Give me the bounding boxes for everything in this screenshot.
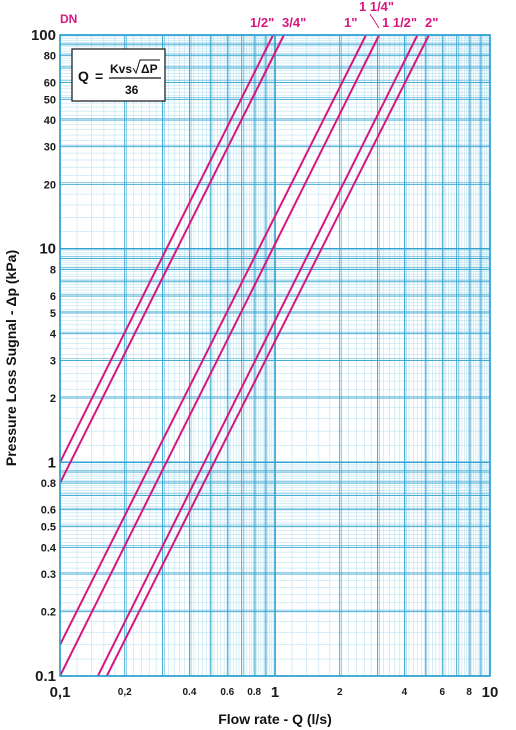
y-tick-label: 4 [50, 329, 57, 341]
x-tick-label: 10 [482, 684, 499, 701]
formula-lhs: Q [78, 68, 89, 84]
series-label-one-quarter-inch: 1 1/4" [359, 0, 394, 14]
dn-label: DN [60, 12, 77, 26]
y-tick-labels: 100 80 60 50 40 30 20 10 8 6 5 4 3 2 1 0.8 0.6 0.5 0.4 0.3 0… [31, 27, 57, 685]
formula-frame [71, 48, 166, 102]
y-tick-label: 50 [44, 94, 56, 106]
y-tick-label: 0.3 [41, 569, 56, 581]
series-line-2 [59, 34, 367, 646]
series-line-4 [96, 34, 419, 677]
y-tick-label: 20 [44, 179, 56, 191]
y-tick-label: 0.2 [41, 607, 56, 619]
y-tick-label: 0.8 [41, 478, 56, 490]
x-tick-label: 0.6 [220, 687, 234, 698]
y-axis-title: Pressure Loss Sugnal - Δp (kPa) [3, 250, 19, 466]
y-tick-label: 80 [44, 51, 56, 63]
y-tick-label: 0.5 [41, 522, 56, 534]
series-label-two-inch: 2" [425, 15, 438, 30]
y-tick-label: 0.4 [41, 542, 57, 554]
y-tick-label: 2 [50, 393, 56, 405]
series-lines [59, 34, 430, 677]
series-label-half-inch: 1/2" [250, 15, 274, 30]
series-label-one-half-inch: 1 1/2" [382, 15, 417, 30]
x-tick-label: 2 [337, 687, 343, 698]
x-tick-labels: 0,1 0,2 0.4 0.6 0.8 1 2 4 6 8 10 [50, 684, 499, 701]
x-tick-label: 0.4 [182, 687, 196, 698]
y-tick-label: 6 [50, 291, 56, 303]
series-line-0 [59, 34, 275, 463]
series-line-3 [59, 34, 381, 677]
square-root-icon [132, 59, 160, 75]
formula-radicand: ΔP [141, 62, 158, 76]
x-tick-label: 0.8 [247, 687, 261, 698]
y-tick-label: 1 [48, 454, 56, 471]
y-tick-label: 5 [50, 308, 56, 320]
formula-numerator: Kvs [110, 62, 132, 76]
y-tick-label: 30 [44, 142, 56, 154]
y-tick-label: 0.1 [35, 668, 56, 685]
x-tick-label: 0,1 [50, 684, 71, 701]
series-line-5 [105, 34, 430, 677]
y-tick-label: 0.6 [41, 505, 56, 517]
y-tick-label: 10 [39, 241, 56, 258]
y-tick-label: 8 [50, 264, 56, 276]
formula-equals: = [95, 68, 103, 84]
y-tick-label: 3 [50, 355, 56, 367]
series-label-leader [369, 13, 380, 29]
y-tick-label: 60 [44, 77, 56, 89]
y-tick-label: 40 [44, 115, 56, 127]
series-line-1 [59, 34, 285, 484]
series-label-one-inch: 1" [344, 15, 357, 30]
formula-box: Q = Kvs ΔP 36 [71, 48, 166, 102]
x-tick-label: 4 [402, 687, 408, 698]
plot-frame [59, 34, 491, 677]
x-tick-label: 1 [271, 684, 279, 701]
formula-denominator: 36 [125, 83, 139, 97]
major-grid [59, 34, 491, 677]
x-tick-label: 6 [440, 687, 446, 698]
series-label-three-quarter-inch: 3/4" [282, 15, 306, 30]
x-axis-title: Flow rate - Q (l/s) [218, 711, 332, 727]
x-tick-label: 8 [466, 687, 472, 698]
y-tick-label: 100 [31, 27, 56, 44]
x-tick-label: 0,2 [118, 687, 132, 698]
